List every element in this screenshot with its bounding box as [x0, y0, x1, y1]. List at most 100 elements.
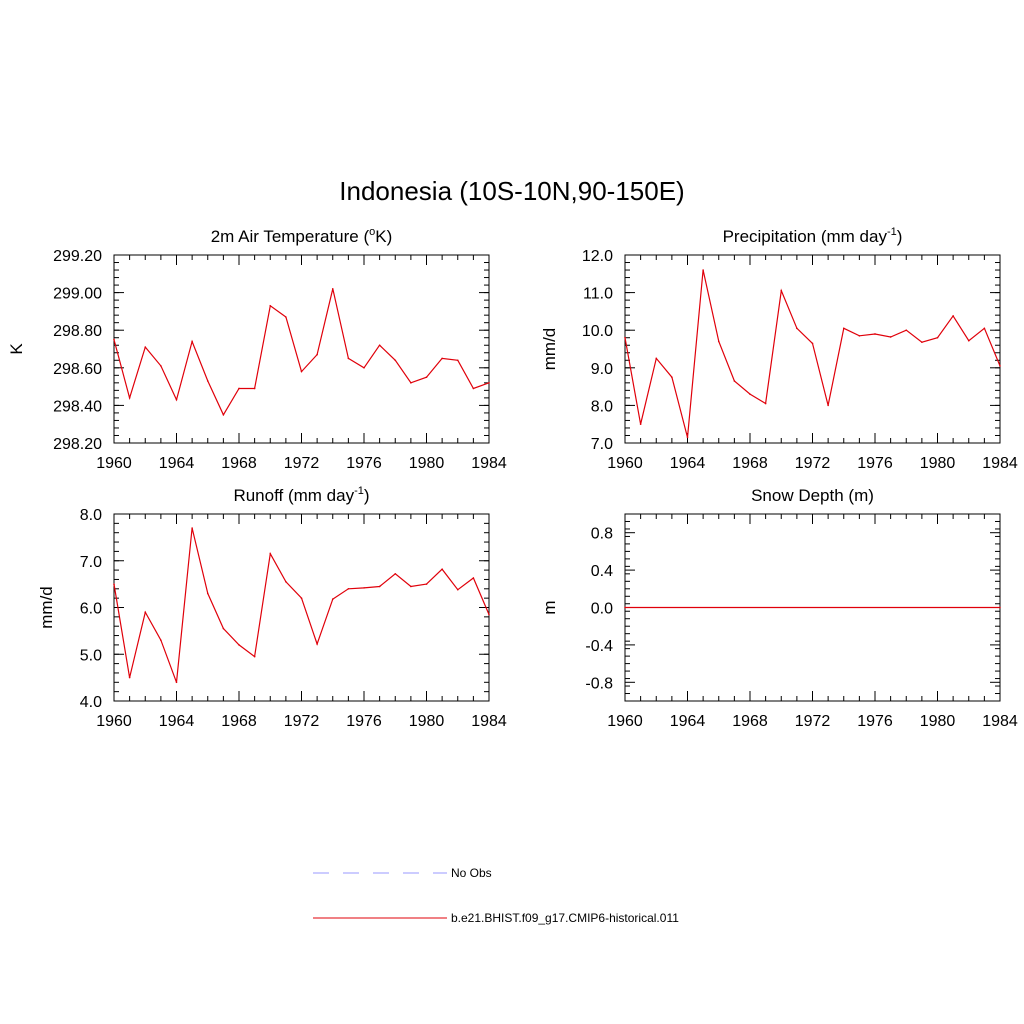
y-tick-label: 0.4	[591, 563, 613, 580]
data-point	[456, 588, 459, 591]
y-tick-label: 4.0	[80, 694, 102, 711]
y-tick-label: -0.8	[585, 675, 613, 692]
data-point	[175, 398, 178, 401]
data-point	[967, 339, 970, 342]
y-tick-label: 7.0	[80, 554, 102, 571]
x-tick-label: 1984	[471, 713, 507, 730]
x-tick-label: 1984	[471, 455, 507, 472]
x-tick-label: 1980	[920, 713, 956, 730]
x-tick-label: 1968	[732, 713, 768, 730]
data-point	[316, 643, 318, 645]
x-tick-label: 1980	[409, 455, 445, 472]
data-point	[222, 414, 225, 416]
data-point	[206, 380, 209, 382]
y-tick-label: 0.0	[591, 601, 613, 618]
data-point	[624, 336, 626, 339]
data-point	[999, 365, 1001, 367]
y-tick-label: 0.8	[591, 526, 613, 543]
data-point	[191, 527, 193, 529]
y-tick-label: 298.60	[53, 361, 102, 378]
panel-3: 1960 1964 1968 1972 1976 1980 1984 4.0 5.0 6.0 7.0…	[37, 485, 507, 730]
panel-title-text: Snow Depth (m)	[751, 486, 874, 505]
legend: No Obs b.e21.BHIST.f09_g17.CMIP6-historic…	[313, 866, 679, 925]
data-point	[222, 627, 225, 630]
y-tick-label: 7.0	[591, 436, 613, 453]
data-point	[175, 681, 178, 684]
data-point	[936, 336, 939, 339]
data-point	[285, 580, 287, 583]
data-point	[983, 327, 986, 330]
y-axis-label: m	[540, 600, 559, 614]
x-tick-label: 1960	[96, 455, 132, 472]
data-point	[441, 568, 443, 570]
data-point	[331, 288, 334, 290]
series-line	[113, 527, 490, 683]
data-point	[999, 606, 1001, 609]
y-tick-label: 298.40	[53, 398, 102, 415]
y-axis-label: mm/d	[37, 586, 56, 629]
panel-title-text-end: )	[897, 227, 903, 246]
data-point	[624, 606, 626, 609]
data-point	[269, 552, 272, 555]
plot-frame	[113, 513, 490, 702]
x-tick-label: 1984	[982, 455, 1018, 472]
data-point	[410, 382, 412, 384]
panels: 1960 1964 1968 1972 1976 1980 1984 298.20 298.40…	[7, 226, 1018, 730]
x-tick-label: 1976	[346, 455, 382, 472]
x-tick-label: 1964	[670, 713, 706, 730]
data-point	[733, 380, 736, 382]
data-point	[269, 304, 272, 307]
panel-title-text: Precipitation (mm day	[723, 227, 888, 246]
data-point	[363, 367, 365, 369]
x-tick-label: 1972	[284, 455, 320, 472]
data-point	[253, 387, 256, 390]
x-tick-label: 1964	[670, 455, 706, 472]
y-tick-label: 9.0	[591, 361, 613, 378]
data-point	[300, 370, 303, 373]
data-point	[410, 585, 412, 588]
y-tick-label: -0.4	[585, 638, 613, 655]
series-line	[113, 288, 490, 417]
x-tick-label: 1976	[346, 713, 382, 730]
panel-title-text: Runoff (mm day	[233, 486, 354, 505]
panel-title-text: 2m Air Temperature (	[211, 227, 370, 246]
legend-label-1: No Obs	[451, 866, 492, 880]
data-point	[796, 327, 798, 330]
data-point	[827, 404, 829, 407]
panel-4: 1960 1964 1968 1972 1976 1980 1984 -0.8 -0.4 0.0 0…	[540, 486, 1018, 730]
data-point	[285, 316, 287, 318]
y-tick-label: 299.00	[53, 286, 102, 303]
y-tick-label: 298.80	[53, 323, 102, 340]
x-tick-label: 1976	[857, 455, 893, 472]
panel-1: 1960 1964 1968 1972 1976 1980 1984 298.20 298.40…	[7, 226, 507, 472]
plot-frame	[113, 254, 490, 444]
data-point	[472, 577, 475, 579]
y-tick-label: 10.0	[582, 323, 613, 340]
x-tick-label: 1960	[96, 713, 132, 730]
data-point	[238, 644, 240, 646]
x-tick-label: 1972	[795, 713, 831, 730]
data-point	[347, 357, 350, 360]
data-point	[160, 365, 162, 367]
data-point	[921, 341, 923, 344]
data-point	[639, 423, 642, 426]
x-tick-label: 1964	[159, 455, 195, 472]
data-point	[686, 436, 689, 439]
x-tick-label: 1972	[284, 713, 320, 730]
panel-title: 2m Air Temperature (oK)	[211, 226, 393, 246]
y-tick-label: 6.0	[80, 601, 102, 618]
legend-label-2: b.e21.BHIST.f09_g17.CMIP6-historical.011	[451, 911, 679, 925]
figure-title: Indonesia (10S-10N,90-150E)	[339, 176, 684, 206]
data-point	[749, 393, 751, 395]
data-point	[363, 587, 365, 589]
data-point	[858, 335, 861, 337]
x-tick-label: 1984	[982, 713, 1018, 730]
x-tick-label: 1964	[159, 713, 195, 730]
data-point	[425, 583, 428, 585]
data-point	[842, 327, 845, 330]
data-point	[394, 359, 397, 362]
x-tick-label: 1968	[221, 713, 257, 730]
y-tick-label: 8.0	[80, 507, 102, 524]
panel-title-superscript: -1	[887, 226, 897, 238]
